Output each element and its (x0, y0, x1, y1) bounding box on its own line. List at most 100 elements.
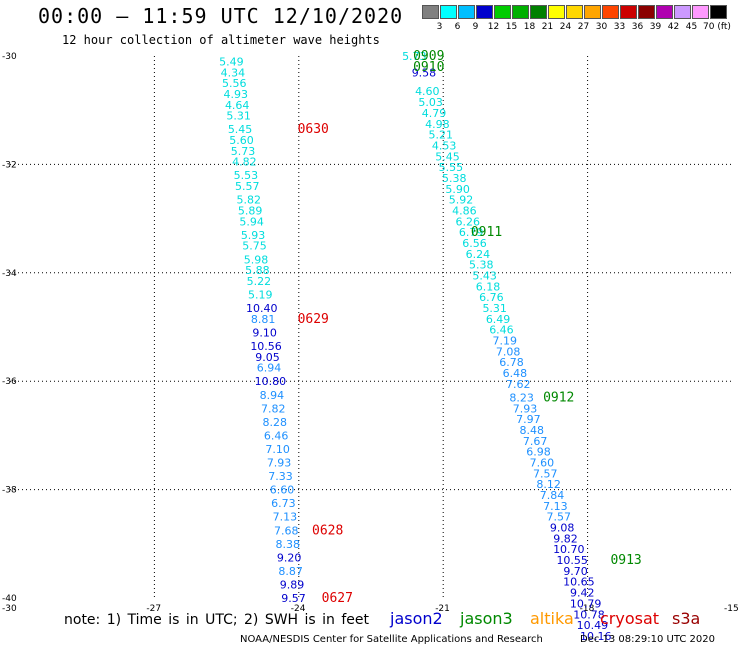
colorbar-label: 70 (ft) (703, 22, 731, 32)
wave-height-label: 10.40 (246, 302, 278, 315)
credit-text: NOAA/NESDIS Center for Satellite Applica… (240, 634, 543, 645)
colorbar-label: 21 (541, 22, 554, 32)
wave-height-label: 4.60 (415, 85, 440, 98)
wave-height-label: 9.42 (570, 587, 595, 600)
wave-height-label: 4.82 (232, 156, 257, 169)
wave-height-label: 5.93 (241, 229, 266, 242)
wave-height-label: 5.38 (442, 172, 467, 185)
wave-height-label: 7.57 (533, 467, 558, 480)
wave-height-label: 10.65 (563, 576, 595, 589)
satellite-legend-cryosat: cryosat (600, 609, 660, 628)
wave-height-label: 5.60 (229, 134, 254, 147)
wave-height-label: 8.48 (520, 424, 545, 437)
wave-height-label: 5.45 (228, 123, 253, 136)
wave-height-label: 5.94 (239, 215, 264, 228)
wave-height-label: 7.93 (267, 457, 292, 470)
x-tick-label: -18 (580, 604, 595, 614)
wave-height-label: 6.60 (270, 484, 295, 497)
pass-time-label: 0909 (413, 49, 444, 64)
wave-height-label: 7.57 (546, 511, 571, 524)
colorbar-label: 39 (649, 22, 662, 32)
wave-height-label: 7.08 (496, 345, 521, 358)
wave-height-label: 6.73 (271, 497, 296, 510)
wave-height-label: 8.12 (536, 478, 561, 491)
wave-height-label: 5.98 (244, 253, 269, 266)
pass-time-label: 0912 (543, 390, 574, 405)
wave-height-label: 5.89 (238, 204, 263, 217)
timestamp-text: Dec 13 08:29:10 UTC 2020 (580, 634, 715, 645)
wave-height-label: 6.56 (462, 237, 487, 250)
wave-height-label: 4.93 (223, 88, 248, 101)
wave-height-label: 9.57 (281, 592, 306, 605)
wave-height-label: 9.70 (563, 565, 588, 578)
wave-height-label: 7.97 (516, 413, 541, 426)
wave-height-label: 9.58 (412, 66, 437, 79)
wave-height-label: 7.13 (273, 511, 298, 524)
pass-time-label: 0911 (471, 225, 502, 240)
y-tick-label: -32 (2, 160, 17, 170)
x-tick-label: -21 (435, 604, 450, 614)
wave-height-label: 5.55 (439, 161, 464, 174)
wave-height-label: 6.26 (455, 215, 480, 228)
wave-height-label: 5.38 (469, 259, 494, 272)
colorbar-label: 18 (523, 22, 536, 32)
wave-height-label: 6.46 (264, 429, 289, 442)
wave-height-label: 6.94 (257, 362, 282, 375)
colorbar-swatch (548, 5, 565, 19)
tick-labels: -30 -32 -34 -36 -38 -40 -27 -24 -21 -18 -15 -30 (2, 52, 739, 614)
wave-height-label: 7.10 (265, 443, 290, 456)
colorbar-label: 36 (631, 22, 644, 32)
wave-height-label: 8.23 (509, 391, 534, 404)
wave-height-label: 7.82 (261, 402, 286, 415)
y-tick-label: -40 (2, 594, 17, 604)
wave-height-label: 8.81 (251, 313, 276, 326)
wave-height-label: 4.98 (425, 118, 450, 131)
colorbar-label: 3 (436, 22, 443, 32)
wave-height-label: 8.38 (275, 538, 300, 551)
y-tick-label: -30 (2, 52, 17, 62)
wave-height-label: 6.18 (476, 280, 501, 293)
x-tick-label: -30 (2, 604, 17, 614)
wave-height-label: 5.31 (226, 110, 251, 123)
wave-height-label: 10.55 (556, 554, 588, 567)
colorbar-swatch (530, 5, 547, 19)
wave-height-label: 5.31 (482, 302, 507, 315)
wave-height-label: 7.67 (523, 435, 548, 448)
wave-height-label: 8.94 (260, 389, 285, 402)
wave-height-label: 6.46 (489, 324, 514, 337)
wave-height-label: 5.21 (429, 129, 454, 142)
wave-height-label: 10.78 (573, 608, 605, 621)
wave-height-label: 7.19 (493, 335, 518, 348)
wave-height-label: 4.79 (422, 107, 447, 120)
satellite-legend-jason2: jason2 (390, 609, 443, 628)
wave-height-label: 4.53 (432, 139, 457, 152)
wave-height-label: 9.10 (252, 326, 277, 339)
wave-height-label: 4.64 (225, 99, 250, 112)
colorbar-swatch (566, 5, 583, 19)
wave-height-label: 4.34 (221, 66, 246, 79)
colorbar-label: 42 (667, 22, 680, 32)
wave-height-label: 5.22 (247, 275, 272, 288)
wave-height-label: 5.03 (418, 96, 443, 109)
wave-height-label: 5.56 (222, 77, 247, 90)
colorbar-label: 24 (559, 22, 572, 32)
wave-height-label: 6.79 (459, 226, 484, 239)
wave-height-label: 5.57 (235, 180, 260, 193)
x-tick-label: -24 (291, 604, 306, 614)
colorbar-swatch (584, 5, 601, 19)
wave-height-label: 6.76 (479, 291, 504, 304)
x-tick-label: -15 (724, 604, 739, 614)
wave-height-label: 9.82 (553, 532, 578, 545)
grid-lines (10, 56, 732, 598)
y-tick-label: -34 (2, 269, 17, 279)
wave-height-label: 5.45 (435, 150, 460, 163)
colorbar-label: 9 (472, 22, 479, 32)
wave-height-label: 8.28 (262, 416, 287, 429)
colorbar-swatch (476, 5, 493, 19)
wave-height-label: 5.92 (449, 194, 474, 207)
colorbar-swatch (440, 5, 457, 19)
wave-height-label: 5.73 (231, 145, 256, 158)
satellite-legend-altika: altika (530, 609, 574, 628)
satellite-legend-jason3: jason3 (460, 609, 513, 628)
